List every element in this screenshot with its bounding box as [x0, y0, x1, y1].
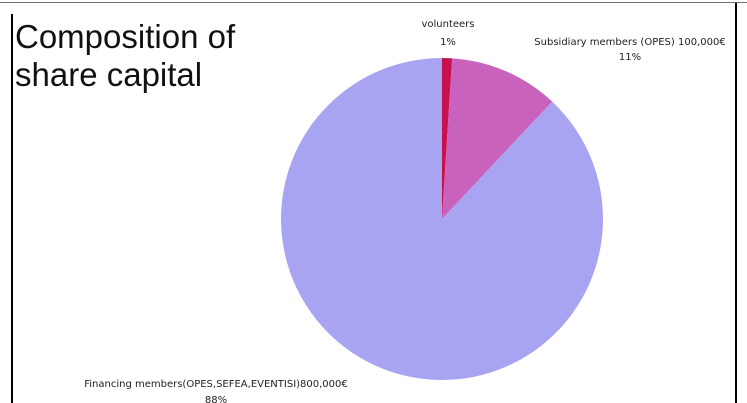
slice-label-volunteers: volunteers [421, 19, 474, 30]
chart-title: Composition of share capital [15, 18, 236, 93]
pie-slices [281, 58, 604, 380]
slice-label-subsidiary: Subsidiary members (OPES) 100,000€ [534, 37, 725, 48]
top-border [0, 2, 747, 3]
slice-percent-volunteers: 1% [440, 37, 456, 48]
slice-percent-subsidiary: 11% [619, 52, 641, 63]
pie-labels: volunteers 1% Subsidiary members (OPES) … [84, 19, 725, 403]
left-border [11, 14, 13, 403]
slice-label-financing: Financing members(OPES,SEFEA,EVENTISI)80… [84, 379, 348, 390]
pie-slice-volunteers [442, 58, 453, 219]
right-border [735, 3, 737, 403]
slice-percent-financing: 88% [205, 395, 227, 403]
pie-slice-subsidiary [442, 58, 553, 220]
pie-slice-financing [281, 58, 604, 380]
